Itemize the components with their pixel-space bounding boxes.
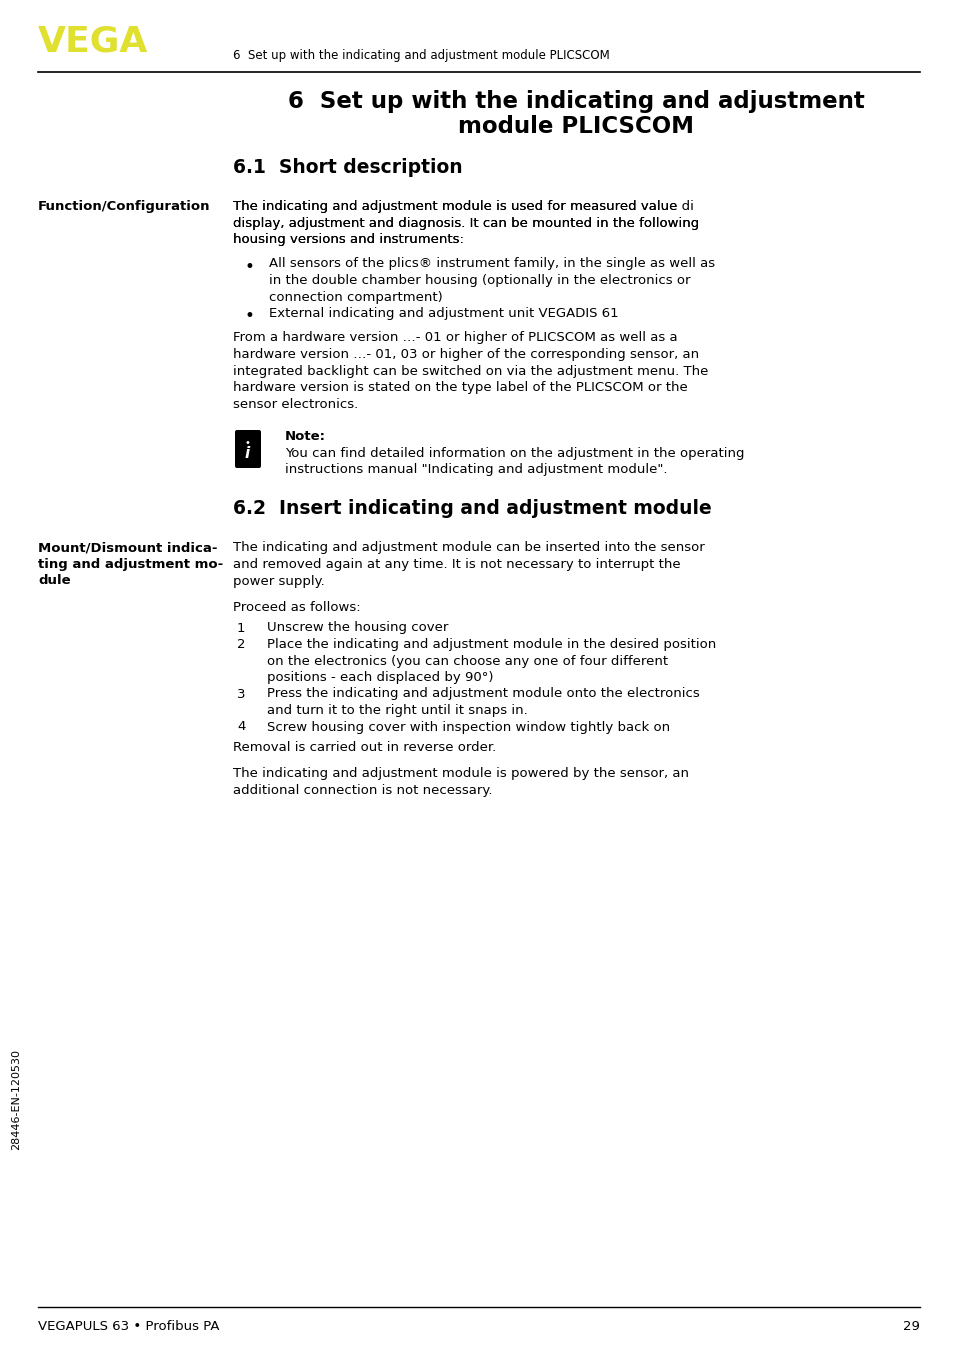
Text: 2: 2 <box>236 638 245 651</box>
Text: positions - each displaced by 90°): positions - each displaced by 90°) <box>267 672 493 684</box>
Text: and removed again at any time. It is not necessary to interrupt the: and removed again at any time. It is not… <box>233 558 679 571</box>
Text: power supply.: power supply. <box>233 574 324 588</box>
Text: integrated backlight can be switched on via the adjustment menu. The: integrated backlight can be switched on … <box>233 364 708 378</box>
Text: You can find detailed information on the adjustment in the operating: You can find detailed information on the… <box>285 447 743 459</box>
Text: Place the indicating and adjustment module in the desired position: Place the indicating and adjustment modu… <box>267 638 716 651</box>
Text: 28446-EN-120530: 28446-EN-120530 <box>11 1049 21 1151</box>
Text: dule: dule <box>38 574 71 588</box>
Text: display, adjustment and diagnosis. It can be mounted in the following: display, adjustment and diagnosis. It ca… <box>233 217 699 229</box>
Text: The indicating and adjustment module is powered by the sensor, an: The indicating and adjustment module is … <box>233 768 688 780</box>
Text: All sensors of the plics® instrument family, in the single as well as: All sensors of the plics® instrument fam… <box>269 257 715 271</box>
Text: The indicating and adjustment module is used for measured value: The indicating and adjustment module is … <box>233 200 677 213</box>
Text: on the electronics (you can choose any one of four different: on the electronics (you can choose any o… <box>267 654 667 668</box>
Text: Unscrew the housing cover: Unscrew the housing cover <box>267 621 448 635</box>
Text: 3: 3 <box>236 688 245 700</box>
Text: The indicating and adjustment module is used for measured value di: The indicating and adjustment module is … <box>233 200 693 213</box>
Text: External indicating and adjustment unit VEGADIS 61: External indicating and adjustment unit … <box>269 307 618 320</box>
Text: Function/Configuration: Function/Configuration <box>38 200 211 213</box>
Text: and turn it to the right until it snaps in.: and turn it to the right until it snaps … <box>267 704 527 718</box>
Text: sensor electronics.: sensor electronics. <box>233 398 358 410</box>
Text: 1: 1 <box>236 621 245 635</box>
Text: Mount/Dismount indica-: Mount/Dismount indica- <box>38 542 217 555</box>
Text: i: i <box>244 445 250 460</box>
Text: •: • <box>245 307 254 325</box>
Text: hardware version is stated on the type label of the PLICSCOM or the: hardware version is stated on the type l… <box>233 380 687 394</box>
Text: From a hardware version …- 01 or higher of PLICSCOM as well as a: From a hardware version …- 01 or higher … <box>233 332 677 344</box>
Text: Press the indicating and adjustment module onto the electronics: Press the indicating and adjustment modu… <box>267 688 699 700</box>
Text: 6  Set up with the indicating and adjustment: 6 Set up with the indicating and adjustm… <box>288 89 864 112</box>
Text: Proceed as follows:: Proceed as follows: <box>233 601 360 613</box>
Text: 6.1  Short description: 6.1 Short description <box>233 158 462 177</box>
Text: VEGA: VEGA <box>38 24 149 58</box>
Text: 29: 29 <box>902 1320 919 1332</box>
Text: instructions manual "Indicating and adjustment module".: instructions manual "Indicating and adju… <box>285 463 667 477</box>
Text: VEGAPULS 63 • Profibus PA: VEGAPULS 63 • Profibus PA <box>38 1320 219 1332</box>
Text: module PLICSCOM: module PLICSCOM <box>458 115 694 138</box>
Text: hardware version …- 01, 03 or higher of the corresponding sensor, an: hardware version …- 01, 03 or higher of … <box>233 348 699 362</box>
Text: connection compartment): connection compartment) <box>269 291 442 303</box>
Text: housing versions and instruments:: housing versions and instruments: <box>233 233 463 246</box>
Text: additional connection is not necessary.: additional connection is not necessary. <box>233 784 492 798</box>
Text: Removal is carried out in reverse order.: Removal is carried out in reverse order. <box>233 741 496 754</box>
FancyBboxPatch shape <box>234 431 261 468</box>
Text: •: • <box>244 437 250 448</box>
Text: display, adjustment and diagnosis. It can be mounted in the following: display, adjustment and diagnosis. It ca… <box>233 217 699 229</box>
Text: 6.2  Insert indicating and adjustment module: 6.2 Insert indicating and adjustment mod… <box>233 500 711 519</box>
Text: Note:: Note: <box>285 431 326 443</box>
Text: Screw housing cover with inspection window tightly back on: Screw housing cover with inspection wind… <box>267 720 669 734</box>
Text: 6  Set up with the indicating and adjustment module PLICSCOM: 6 Set up with the indicating and adjustm… <box>233 49 609 62</box>
Text: 4: 4 <box>236 720 245 734</box>
Text: •: • <box>245 257 254 275</box>
Text: ting and adjustment mo-: ting and adjustment mo- <box>38 558 223 571</box>
Text: in the double chamber housing (optionally in the electronics or: in the double chamber housing (optionall… <box>269 274 690 287</box>
Text: housing versions and instruments:: housing versions and instruments: <box>233 233 463 246</box>
Text: The indicating and adjustment module can be inserted into the sensor: The indicating and adjustment module can… <box>233 542 704 555</box>
